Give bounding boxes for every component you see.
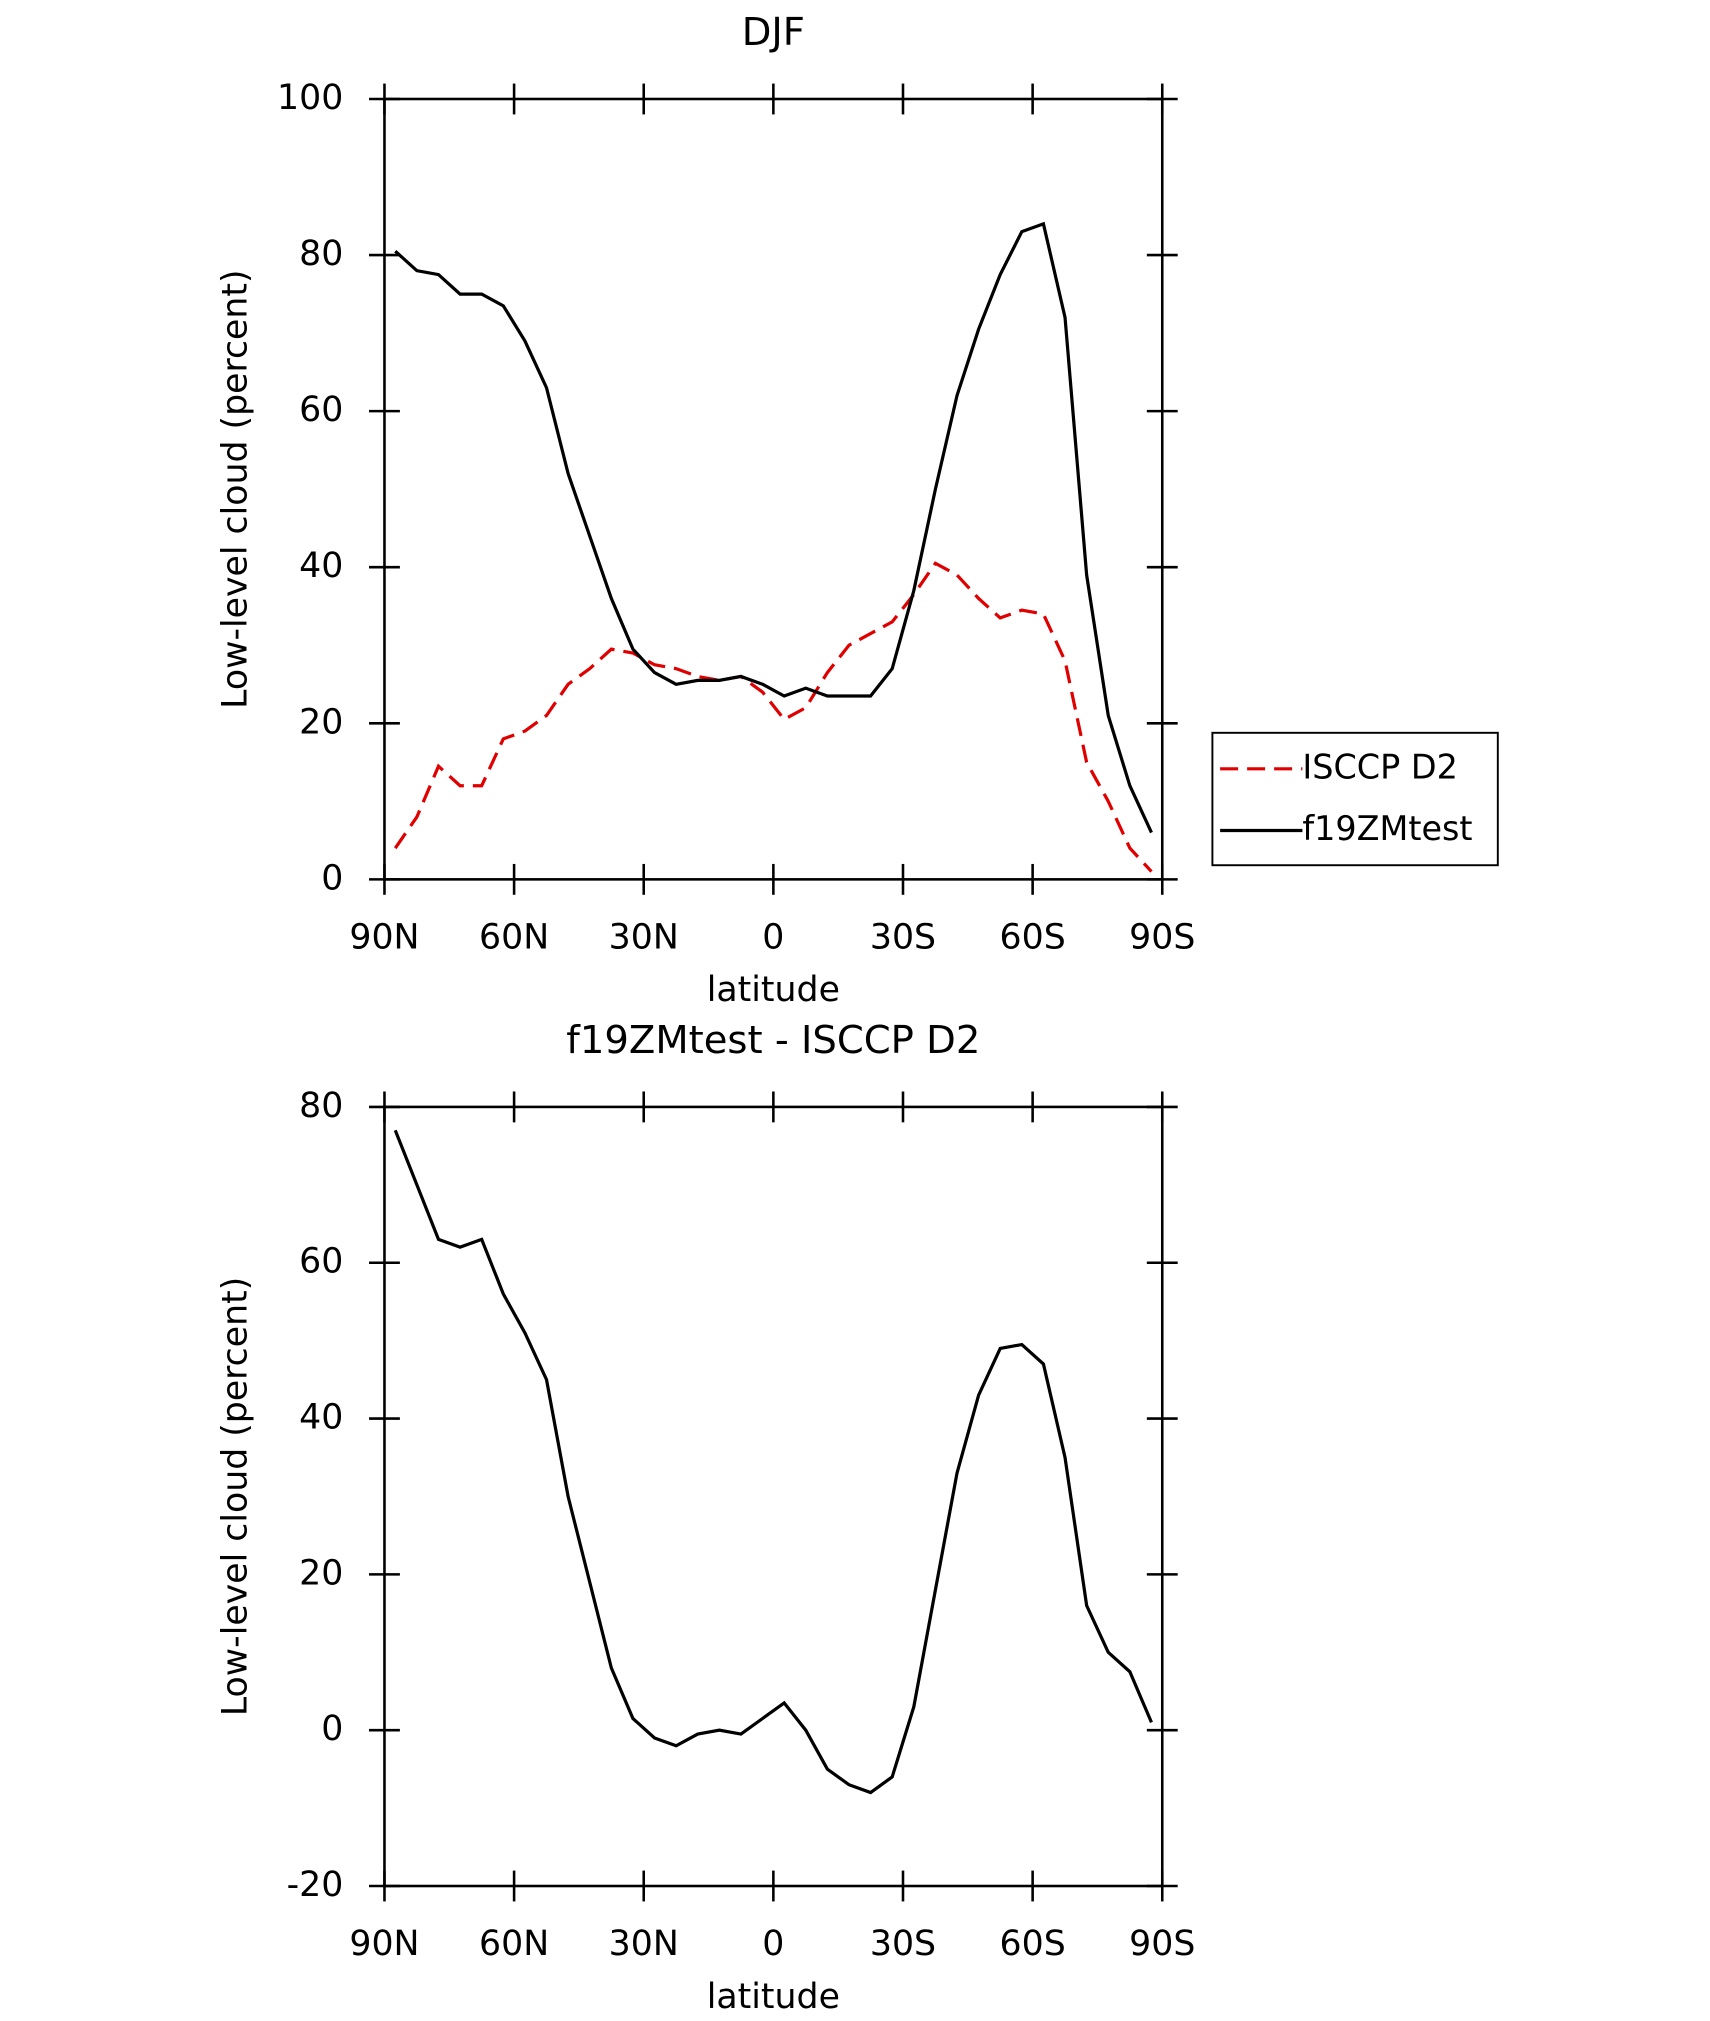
y-tick-label: 0	[321, 858, 343, 898]
x-axis-label: latitude	[707, 1977, 840, 2017]
legend-label: ISCCP D2	[1302, 747, 1457, 786]
x-axis-label: latitude	[707, 970, 840, 1010]
y-tick-label: 80	[299, 1086, 343, 1126]
chart-title: DJF	[742, 10, 805, 55]
x-tick-label: 0	[762, 918, 784, 958]
x-tick-label: 60S	[1000, 918, 1066, 958]
x-tick-label: 30S	[870, 918, 936, 958]
x-tick-label: 90N	[349, 1924, 419, 1964]
y-tick-label: 60	[299, 1242, 343, 1282]
legend-box	[1211, 731, 1499, 867]
y-tick-label: 40	[299, 1398, 343, 1438]
x-tick-label: 60S	[1000, 1924, 1066, 1964]
x-tick-label: 60N	[479, 1924, 549, 1964]
x-tick-label: 30N	[609, 1924, 679, 1964]
chart-title: f19ZMtest - ISCCP D2	[566, 1018, 980, 1063]
y-axis-label: Low-level cloud (percent)	[216, 269, 256, 708]
y-axis-label: Low-level cloud (percent)	[216, 1277, 256, 1716]
y-tick-label: 20	[299, 1553, 343, 1593]
x-tick-label: 30S	[870, 1924, 936, 1964]
y-tick-label: 0	[321, 1709, 343, 1749]
x-tick-label: 90S	[1129, 918, 1195, 958]
legend-label: f19ZMtest	[1302, 809, 1472, 848]
x-tick-label: 0	[762, 1924, 784, 1964]
y-tick-label: 20	[299, 702, 343, 742]
data-line	[394, 221, 1153, 834]
x-tick-label: 90S	[1129, 1924, 1195, 1964]
y-tick-label: 60	[299, 390, 343, 430]
x-tick-label: 60N	[479, 918, 549, 958]
x-tick-label: 30N	[609, 918, 679, 958]
data-line	[393, 1129, 1153, 1795]
y-tick-label: 40	[299, 546, 343, 586]
data-line	[393, 561, 1153, 873]
plot-frame	[383, 1105, 1164, 1888]
y-tick-label: 80	[299, 234, 343, 274]
plot-frame	[383, 97, 1164, 881]
y-tick-label: -20	[287, 1865, 344, 1905]
x-tick-label: 90N	[349, 918, 419, 958]
y-tick-label: 100	[277, 78, 343, 118]
